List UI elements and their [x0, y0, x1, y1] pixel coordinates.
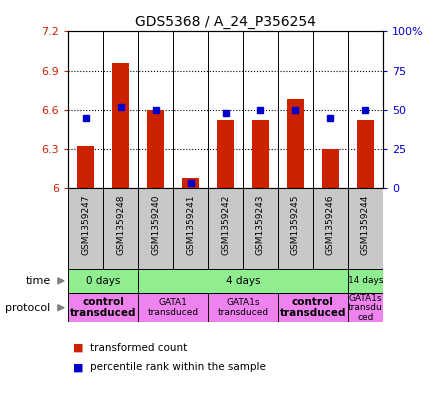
Text: ■: ■	[73, 343, 87, 353]
Text: GATA1
transduced: GATA1 transduced	[147, 298, 198, 317]
Text: GSM1359242: GSM1359242	[221, 195, 230, 255]
Bar	[278, 293, 348, 322]
Bar	[182, 178, 199, 188]
Bar	[103, 188, 138, 268]
Text: GSM1359248: GSM1359248	[116, 195, 125, 255]
Bar	[278, 188, 313, 268]
Text: GSM1359240: GSM1359240	[151, 195, 160, 255]
Bar	[217, 120, 234, 188]
Bar	[173, 188, 208, 268]
Text: GATA1s
transdu
ced: GATA1s transdu ced	[348, 294, 383, 322]
Bar	[322, 149, 339, 188]
Text: protocol: protocol	[5, 303, 51, 313]
Text: GSM1359244: GSM1359244	[361, 195, 370, 255]
Bar	[138, 188, 173, 268]
Text: time: time	[26, 276, 51, 286]
Bar	[243, 188, 278, 268]
Text: GSM1359246: GSM1359246	[326, 195, 335, 255]
Bar	[138, 293, 208, 322]
Bar	[287, 99, 304, 188]
Text: 0 days: 0 days	[86, 276, 121, 286]
Bar	[313, 188, 348, 268]
Text: GATA1s
transduced: GATA1s transduced	[217, 298, 268, 317]
Bar	[77, 146, 95, 188]
Bar	[112, 63, 129, 188]
Title: GDS5368 / A_24_P356254: GDS5368 / A_24_P356254	[135, 15, 316, 29]
Text: 4 days: 4 days	[226, 276, 260, 286]
Bar	[348, 293, 383, 322]
Bar	[208, 188, 243, 268]
Bar	[252, 120, 269, 188]
Text: ■: ■	[73, 362, 87, 373]
Text: percentile rank within the sample: percentile rank within the sample	[90, 362, 266, 373]
Text: control
transduced: control transduced	[70, 298, 136, 318]
Bar	[348, 268, 383, 293]
Bar	[68, 188, 103, 268]
Text: transformed count: transformed count	[90, 343, 187, 353]
Text: 14 days: 14 days	[348, 276, 383, 285]
Bar	[68, 268, 138, 293]
Bar	[147, 110, 164, 188]
Text: GSM1359247: GSM1359247	[81, 195, 90, 255]
Text: control
transduced: control transduced	[280, 298, 346, 318]
Text: GSM1359245: GSM1359245	[291, 195, 300, 255]
Bar	[68, 293, 138, 322]
Bar	[348, 188, 383, 268]
Text: GSM1359243: GSM1359243	[256, 195, 265, 255]
Bar	[208, 293, 278, 322]
Text: GSM1359241: GSM1359241	[186, 195, 195, 255]
Bar	[356, 120, 374, 188]
Bar	[138, 268, 348, 293]
